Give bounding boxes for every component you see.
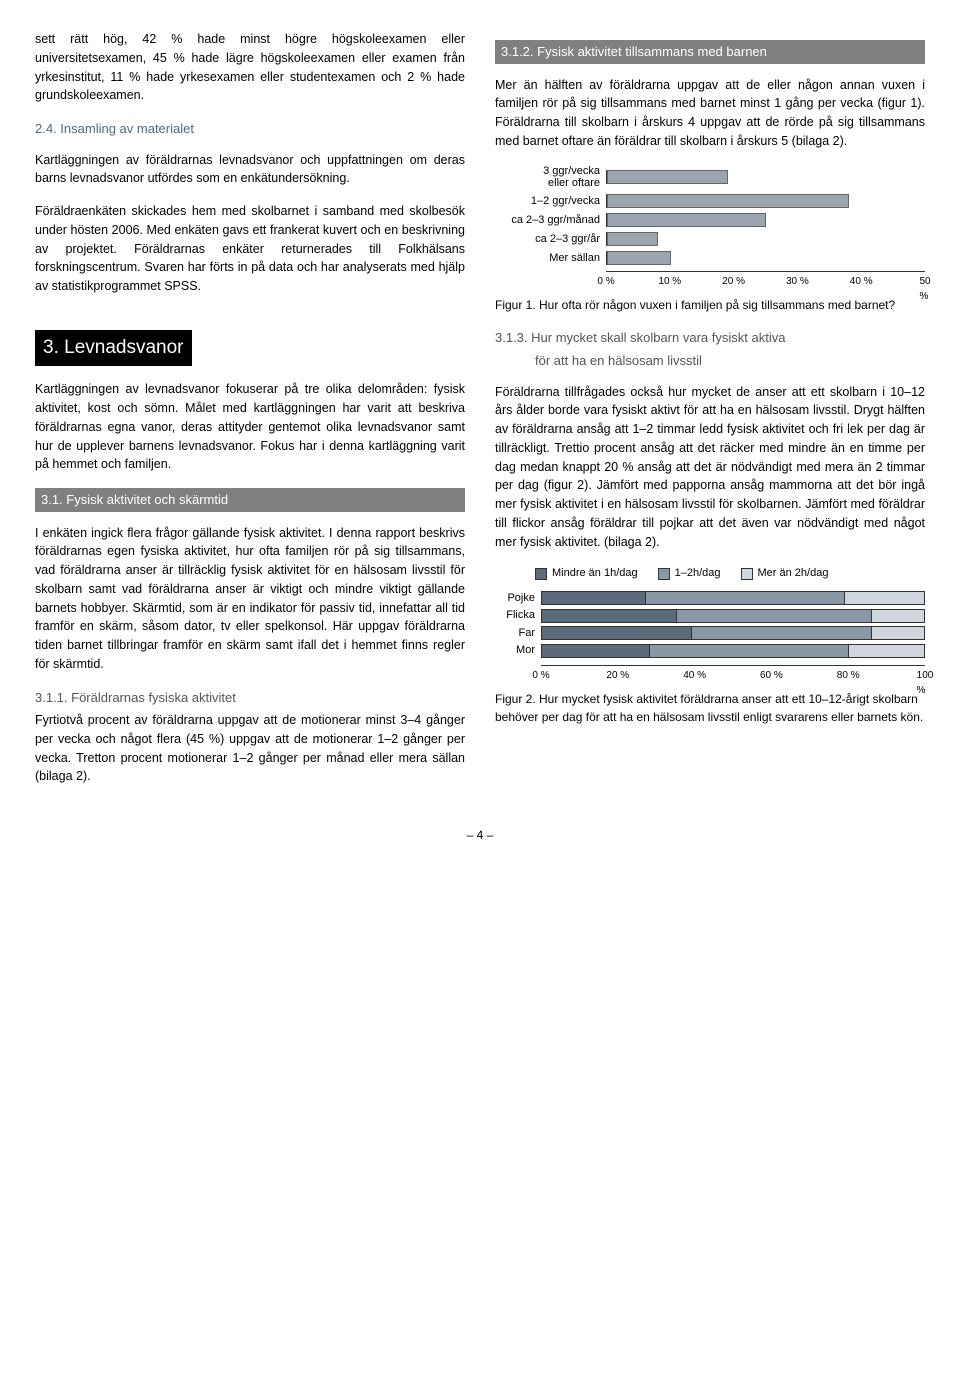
para-3-1-a: I enkäten ingick flera frågor gällande f… [35,524,465,674]
heading-3: 3. Levnadsvanor [35,330,192,367]
fig2-xaxis-tick: 40 % [683,668,706,683]
fig1-xaxis-tick: 20 % [722,274,745,289]
fig1-bar-label: 1–2 ggr/vecka [495,195,606,207]
fig2-segment [542,645,649,657]
fig2-row-label: Far [495,625,541,642]
fig2-stacked-bar [541,626,925,640]
para-3-1-3-a: Föräldrarna tillfrågades också hur mycke… [495,383,925,552]
fig2-segment [649,645,848,657]
figure-1-xaxis: 0 %10 %20 %30 %40 %50 % [606,271,925,288]
fig1-bar-track [606,213,925,227]
fig1-bar-fill [607,251,671,265]
fig1-bar-track [606,251,925,265]
fig1-bar-fill [607,232,658,246]
fig2-xaxis-tick: 80 % [837,668,860,683]
fig2-segment [542,592,645,604]
fig1-bar-label: Mer sällan [495,252,606,264]
fig2-segment [871,627,924,639]
fig2-row: Pojke [495,590,925,607]
fig1-bar-fill [607,213,766,227]
fig2-legend-item: 1–2h/dag [658,565,721,582]
fig2-segment [645,592,844,604]
fig2-legend-swatch [658,568,670,580]
fig1-bar-track [606,194,925,208]
fig2-xaxis-tick: 100 % [917,668,934,698]
fig1-bar-row: ca 2–3 ggr/månad [495,213,925,227]
fig2-stacked-bar [541,591,925,605]
fig2-row: Mor [495,642,925,659]
fig2-segment [848,645,924,657]
fig1-bar-row: 1–2 ggr/vecka [495,194,925,208]
fig1-bar-row: 3 ggr/veckaeller oftare [495,165,925,189]
fig1-xaxis-tick: 0 % [597,274,614,289]
fig2-legend-swatch [741,568,753,580]
fig2-stacked-bar [541,644,925,658]
para-3-a: Kartläggningen av levnadsvanor fokuserar… [35,380,465,474]
fig2-row-label: Flicka [495,607,541,624]
heading-3-1-3-sub: för att ha en hälsosam livsstil [535,351,925,371]
fig2-stacked-bar [541,609,925,623]
fig2-legend-label: 1–2h/dag [675,565,721,582]
figure-1-chart: 3 ggr/veckaeller oftare 1–2 ggr/vecka ca 2… [495,165,925,265]
fig1-bar-fill [607,194,849,208]
fig2-segment [542,610,676,622]
para-3-1-2-a: Mer än hälften av föräldrarna uppgav att… [495,76,925,151]
fig1-xaxis-tick: 40 % [850,274,873,289]
fig2-legend-label: Mer än 2h/dag [758,565,829,582]
fig1-bar-track [606,170,925,184]
fig1-bar-label: ca 2–3 ggr/år [495,233,606,245]
fig2-row: Flicka [495,607,925,624]
heading-3-1-3: 3.1.3. Hur mycket skall skolbarn vara fy… [495,328,925,348]
heading-3-1-2: 3.1.2. Fysisk aktivitet tillsammans med … [495,40,925,64]
fig2-legend-swatch [535,568,547,580]
fig2-xaxis-tick: 0 % [532,668,549,683]
figure-2-caption: Figur 2. Hur mycket fysisk aktivitet för… [495,690,925,726]
fig2-segment [542,627,691,639]
fig2-row-label: Mor [495,642,541,659]
fig1-bar-fill [607,170,728,184]
fig1-xaxis-tick: 30 % [786,274,809,289]
fig1-bar-label: ca 2–3 ggr/månad [495,214,606,226]
fig2-legend-item: Mindre än 1h/dag [535,565,638,582]
fig2-xaxis-tick: 20 % [606,668,629,683]
fig2-segment [691,627,871,639]
fig2-xaxis-tick: 60 % [760,668,783,683]
para-2-4-b: Föräldraenkäten skickades hem med skolba… [35,202,465,296]
intro-paragraph: sett rätt hög, 42 % hade minst högre hög… [35,30,465,105]
fig1-bar-track [606,232,925,246]
heading-2-4: 2.4. Insamling av materialet [35,119,465,139]
heading-3-1: 3.1. Fysisk aktivitet och skärmtid [35,488,465,512]
fig1-bar-row: Mer sällan [495,251,925,265]
figure-2-chart: PojkeFlickaFarMor [495,590,925,659]
page-number: – 4 – [35,826,925,844]
fig2-segment [844,592,924,604]
fig1-xaxis-tick: 10 % [658,274,681,289]
fig2-row-label: Pojke [495,590,541,607]
fig2-segment [676,610,871,622]
fig2-segment [871,610,924,622]
figure-2-xaxis: 0 %20 %40 %60 %80 %100 % [541,665,925,682]
fig1-bar-label: 3 ggr/veckaeller oftare [495,165,606,189]
fig2-row: Far [495,625,925,642]
para-3-1-1-a: Fyrtiotvå procent av föräldrarna uppgav … [35,711,465,786]
fig2-legend-label: Mindre än 1h/dag [552,565,638,582]
figure-1-caption: Figur 1. Hur ofta rör någon vuxen i fami… [495,296,925,314]
fig1-bar-row: ca 2–3 ggr/år [495,232,925,246]
fig2-legend-item: Mer än 2h/dag [741,565,829,582]
para-2-4-a: Kartläggningen av föräldrarnas levnadsva… [35,151,465,189]
fig1-xaxis-tick: 50 % [919,274,930,304]
heading-3-1-1: 3.1.1. Föräldrarnas fysiska aktivitet [35,688,465,708]
figure-2-legend: Mindre än 1h/dag 1–2h/dag Mer än 2h/dag [535,565,925,582]
